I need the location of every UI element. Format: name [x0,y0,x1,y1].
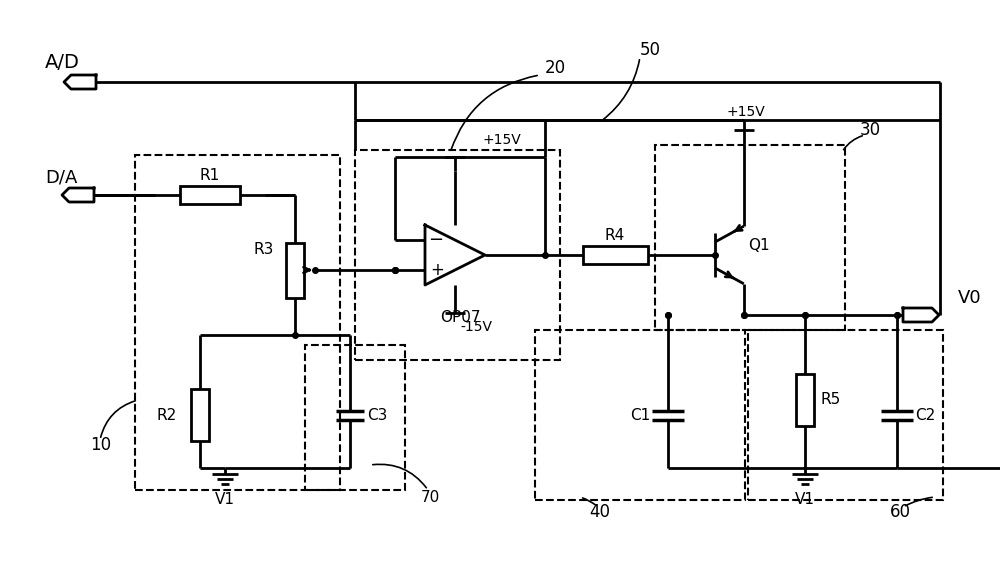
Text: +15V: +15V [483,133,522,147]
Text: 70: 70 [420,489,440,505]
Text: R2: R2 [157,408,177,422]
Bar [286,243,304,298]
Polygon shape [425,225,485,285]
Text: −: − [428,231,444,249]
Bar [180,186,240,204]
Text: +15V: +15V [726,105,765,119]
Text: 10: 10 [90,436,111,454]
Text: V1: V1 [795,493,815,507]
Bar [535,330,745,500]
Text: R5: R5 [821,392,841,408]
Polygon shape [64,75,96,89]
Text: OP07: OP07 [440,311,480,325]
Text: R4: R4 [605,227,625,243]
Text: R3: R3 [254,243,274,257]
Text: C3: C3 [367,408,387,422]
Text: V0: V0 [958,289,982,307]
Text: R1: R1 [200,167,220,183]
Text: 30: 30 [859,121,881,139]
Text: V1: V1 [215,493,235,507]
Text: -15V: -15V [460,320,492,334]
Bar [655,145,845,330]
Text: Q1: Q1 [748,238,770,252]
Text: 60: 60 [890,503,910,521]
Bar [796,374,814,426]
Bar [135,155,340,490]
Polygon shape [62,188,94,202]
Text: 40: 40 [590,503,610,521]
Text: C2: C2 [915,408,935,422]
Bar [191,389,209,441]
Text: 20: 20 [544,59,566,77]
Text: C1: C1 [630,408,650,422]
Text: +: + [430,261,444,279]
Text: 50: 50 [640,41,660,59]
Text: A/D: A/D [45,53,80,73]
Bar [748,330,943,500]
Polygon shape [903,308,939,322]
Text: D/A: D/A [45,169,77,187]
Bar [582,246,648,264]
Bar [355,150,560,360]
Bar [305,345,405,490]
